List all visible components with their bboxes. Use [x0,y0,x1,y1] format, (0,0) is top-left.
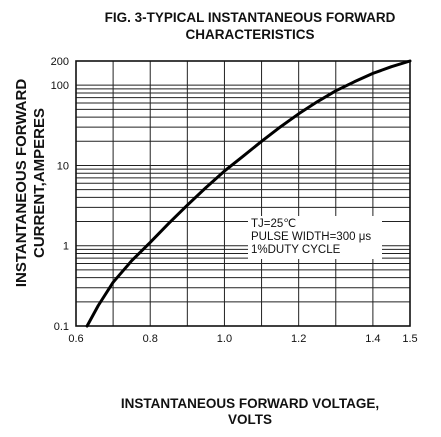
x-tick-label: 1.5 [402,333,417,345]
y-tick-label: 200 [51,56,69,68]
x-axis-label-line2: VOLTS [227,412,272,427]
annotation-line3: 1%DUTY CYCLE [251,244,341,256]
conditions-annotation: TJ=25℃ PULSE WIDTH=300 μs 1%DUTY CYCLE [248,216,382,259]
x-tick-label: 0.6 [68,333,83,345]
chart-title-line2: CHARACTERISTICS [185,27,315,42]
annotation-line1: TJ=25℃ [251,218,297,230]
x-tick-label: 1.2 [291,333,306,345]
y-tick-label: 0.1 [54,321,69,333]
y-tick-label: 10 [57,160,69,172]
chart-title-line1: FIG. 3-TYPICAL INSTANTANEOUS FORWARD [104,10,396,25]
x-tick-label: 1.0 [217,333,232,345]
x-tick-label: 1.4 [365,333,380,345]
x-tick-label: 0.8 [143,333,158,345]
x-axis-label-line1: INSTANTANEOUS FORWARD VOLTAGE, [120,396,380,411]
y-tick-label: 1 [63,241,69,253]
forward-characteristic-curve [85,59,412,328]
y-tick-label: 100 [51,80,69,92]
annotation-line2: PULSE WIDTH=300 μs [251,231,372,243]
plot-frame [75,60,411,327]
